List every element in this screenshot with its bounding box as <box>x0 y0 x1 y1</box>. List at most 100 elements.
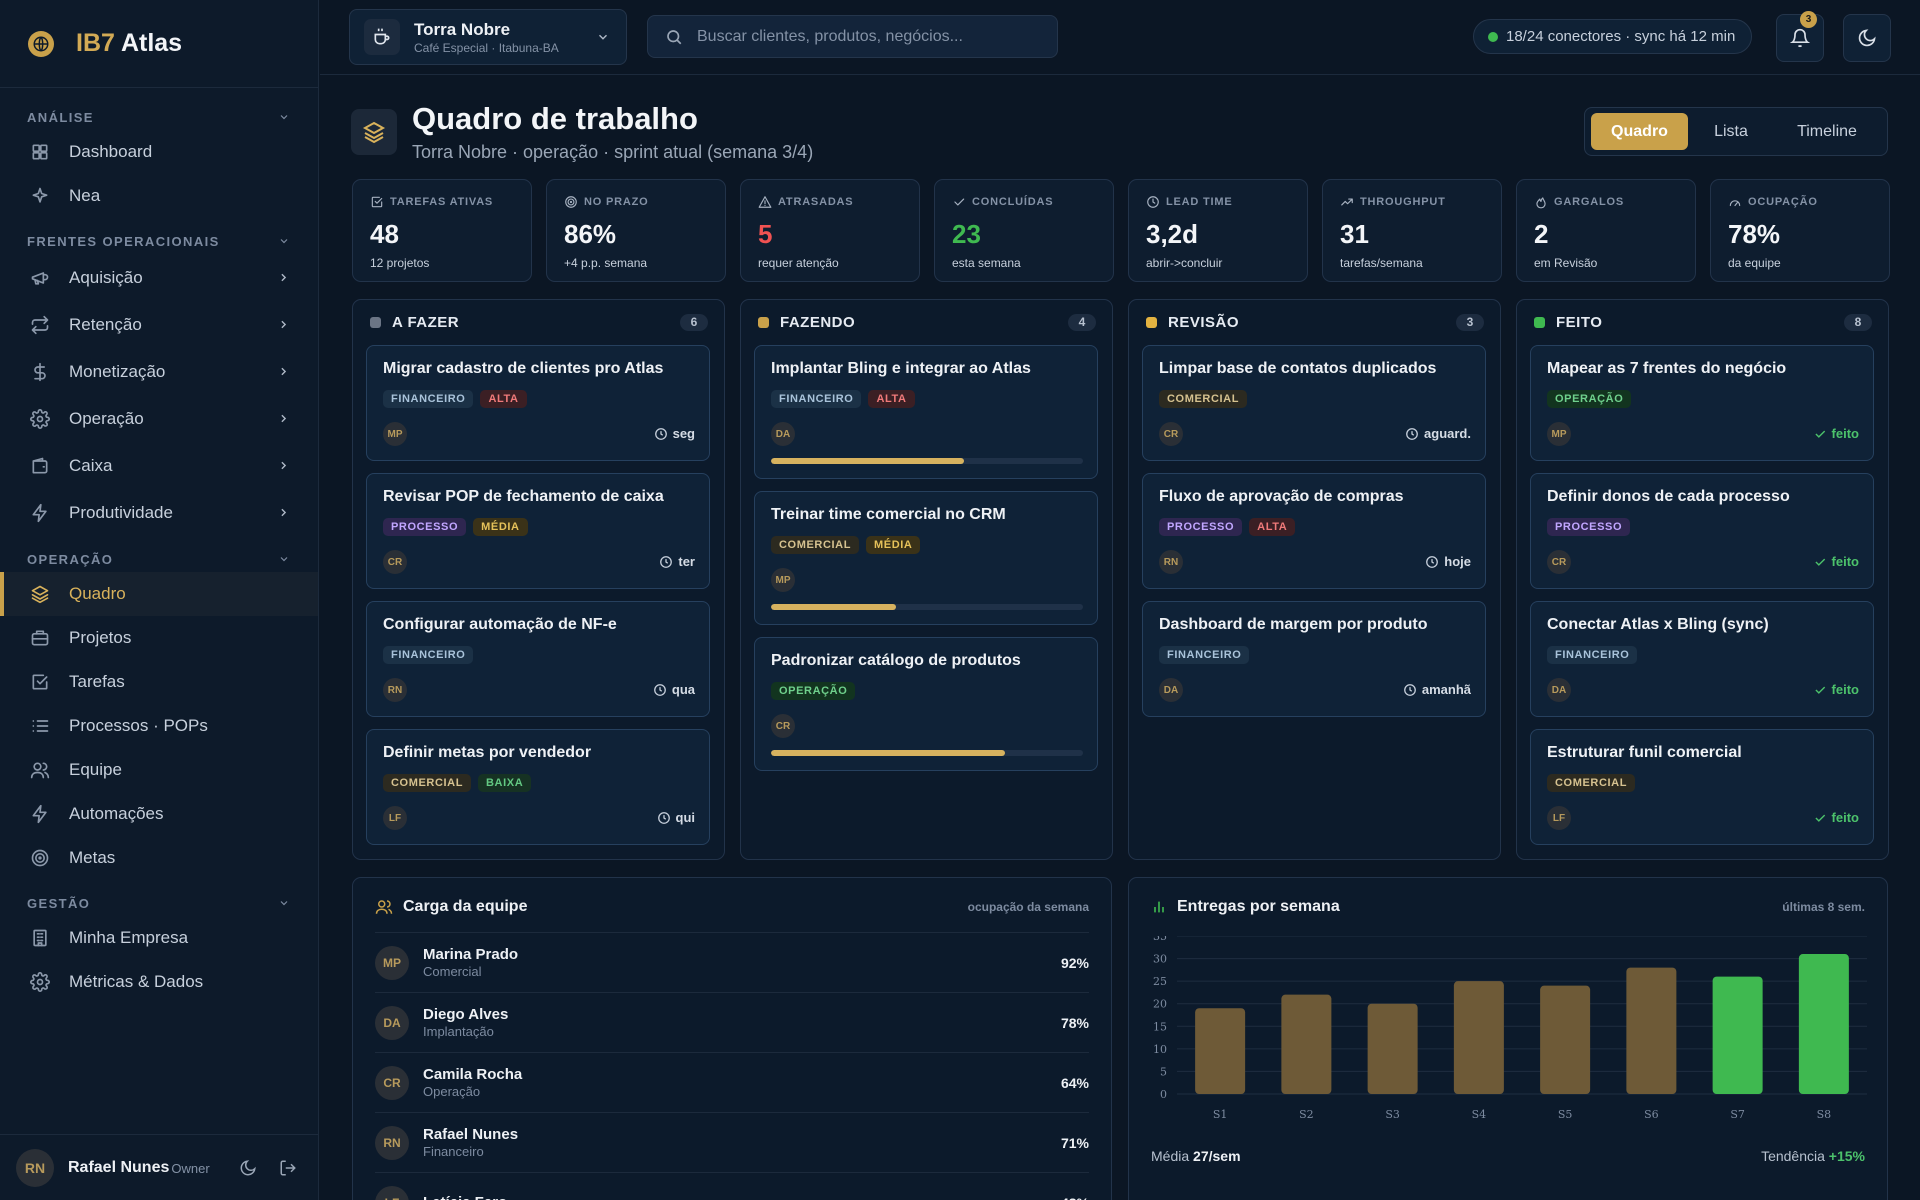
users-icon <box>375 898 403 916</box>
task-card[interactable]: Limpar base de contatos duplicados COMER… <box>1142 345 1486 461</box>
bar-s1[interactable] <box>1195 1008 1246 1094</box>
notifications-button[interactable]: 3 <box>1776 11 1824 62</box>
task-card[interactable]: Treinar time comercial no CRM COMERCIAL M… <box>754 491 1098 625</box>
task-card[interactable]: Conectar Atlas x Bling (sync) FINANCEIRO… <box>1530 601 1874 717</box>
tag-financeiro: FINANCEIRO <box>1547 646 1638 664</box>
task-card[interactable]: Fluxo de aprovação de compras PROCESSO AL… <box>1142 473 1486 589</box>
task-card[interactable]: Configurar automação de NF-e FINANCEIRO … <box>366 601 710 717</box>
kpi-label: ATRASADAS <box>778 196 854 208</box>
kpi-gargalos[interactable]: GARGALOS 2 em Revisão <box>1516 179 1696 282</box>
bar-s4[interactable] <box>1453 981 1504 1094</box>
deliveries-note: últimas 8 sem. <box>1782 900 1865 914</box>
sidebar-item-minha-empresa[interactable]: Minha Empresa <box>0 916 318 960</box>
section-gestao[interactable]: GESTÃO <box>0 890 318 916</box>
chevron-right-icon <box>277 459 290 472</box>
section-frentes-operacionais[interactable]: FRENTES OPERACIONAIS <box>0 228 318 254</box>
sidebar-item-tarefas[interactable]: Tarefas <box>0 660 318 704</box>
task-card[interactable]: Mapear as 7 frentes do negócio OPERAÇÃO … <box>1530 345 1874 461</box>
sidebar-item-operacao[interactable]: Operação <box>0 395 318 442</box>
sidebar-item-automacoes[interactable]: Automações <box>0 792 318 836</box>
column-feito: FEITO 8 Mapear as 7 frentes do negócio O… <box>1516 299 1889 860</box>
task-card[interactable]: Padronizar catálogo de produtos OPERAÇÃO… <box>754 637 1098 771</box>
kpi-label: CONCLUÍDAS <box>972 196 1054 208</box>
avatar[interactable]: RN <box>16 1148 54 1187</box>
moon-icon[interactable] <box>239 1159 257 1177</box>
sidebar-item-nea[interactable]: Nea <box>0 174 318 218</box>
tag-processo: PROCESSO <box>383 518 467 536</box>
deliveries-panel: Entregas por semana últimas 8 sem. 0 5 10 1… <box>1128 877 1888 1200</box>
task-card[interactable]: Definir metas por vendedor COMERCIAL BAIX… <box>366 729 710 845</box>
kpi-ocupacao[interactable]: OCUPAÇÃO 78% da equipe <box>1710 179 1890 282</box>
sidebar-item-equipe[interactable]: Equipe <box>0 748 318 792</box>
search-input[interactable] <box>697 27 1017 46</box>
bar-s8[interactable] <box>1798 954 1849 1094</box>
bar-s7[interactable] <box>1712 976 1763 1094</box>
card-title: Mapear as 7 frentes do negócio <box>1547 360 1787 377</box>
sidebar-item-metas[interactable]: Metas <box>0 836 318 880</box>
avatar: MP <box>383 422 407 446</box>
gear-icon <box>30 408 50 429</box>
workspace-selector[interactable]: Torra Nobre Café Especial · Itabuna-BA <box>349 9 627 65</box>
sidebar-item-caixa[interactable]: Caixa <box>0 442 318 489</box>
bar-s3[interactable] <box>1367 1003 1418 1094</box>
card-title: Limpar base de contatos duplicados <box>1159 360 1437 377</box>
team-member-row[interactable]: RN Rafael Nunes Financeiro 71% <box>375 1112 1089 1172</box>
clock-icon <box>654 427 673 441</box>
kpi-tarefas-ativas[interactable]: TAREFAS ATIVAS 48 12 projetos <box>352 179 532 282</box>
task-card[interactable]: Migrar cadastro de clientes pro Atlas FI… <box>366 345 710 461</box>
section-analise[interactable]: ANÁLISE <box>0 104 318 130</box>
due-date: qua <box>653 682 695 697</box>
sidebar-item-metricas-dados[interactable]: Métricas & Dados <box>0 960 318 1004</box>
task-card[interactable]: Revisar POP de fechamento de caixa PROCE… <box>366 473 710 589</box>
sidebar-item-dashboard[interactable]: Dashboard <box>0 130 318 174</box>
bar-s5[interactable] <box>1540 985 1591 1094</box>
task-card[interactable]: Implantar Bling e integrar ao Atlas FINA… <box>754 345 1098 479</box>
briefcase-icon <box>30 628 50 648</box>
team-member-row[interactable]: LF Letícia Faro 48% <box>375 1172 1089 1200</box>
sidebar-item-processos-pops[interactable]: Processos · POPs <box>0 704 318 748</box>
y-tick-label: 30 <box>1153 953 1167 966</box>
kpi-value: 23 <box>952 219 981 249</box>
clock-icon <box>653 683 672 697</box>
theme-toggle-button[interactable] <box>1843 14 1891 62</box>
kpi-no-prazo[interactable]: NO PRAZO 86% +4 p.p. semana <box>546 179 726 282</box>
tab-timeline[interactable]: Timeline <box>1797 122 1857 140</box>
bar-s2[interactable] <box>1281 994 1332 1094</box>
avatar: DA <box>1159 678 1183 702</box>
bar-s6[interactable] <box>1626 967 1677 1094</box>
sidebar-item-produtividade[interactable]: Produtividade <box>0 489 318 536</box>
task-card[interactable]: Dashboard de margem por produto FINANCEI… <box>1142 601 1486 717</box>
clock-icon <box>657 811 676 825</box>
clock-icon <box>659 555 678 569</box>
kpi-lead-time[interactable]: LEAD TIME 3,2d abrir->concluir <box>1128 179 1308 282</box>
task-card[interactable]: Estruturar funil comercial COMERCIAL LF … <box>1530 729 1874 845</box>
team-member-row[interactable]: CR Camila Rocha Operação 64% <box>375 1052 1089 1112</box>
kpi-atrasadas[interactable]: ATRASADAS 5 requer atenção <box>740 179 920 282</box>
logout-icon[interactable] <box>279 1159 297 1177</box>
section-operacao[interactable]: OPERAÇÃO <box>0 546 318 572</box>
brand[interactable]: IB7 Atlas <box>0 0 318 88</box>
sync-status[interactable]: 18/24 conectores · sync há 12 min <box>1473 19 1753 54</box>
column-a-fazer: A FAZER 6 Migrar cadastro de clientes pr… <box>352 299 725 860</box>
sidebar-item-aquisicao[interactable]: Aquisição <box>0 254 318 301</box>
sidebar-item-monetizacao[interactable]: Monetização <box>0 348 318 395</box>
team-member-row[interactable]: MP Marina Prado Comercial 92% <box>375 932 1089 992</box>
sidebar-item-projetos[interactable]: Projetos <box>0 616 318 660</box>
tab-quadro[interactable]: Quadro <box>1591 113 1688 150</box>
kpi-concluidas[interactable]: CONCLUÍDAS 23 esta semana <box>934 179 1114 282</box>
moon-icon <box>1857 28 1877 48</box>
notification-badge: 3 <box>1800 11 1817 28</box>
sidebar-item-retencao[interactable]: Retenção <box>0 301 318 348</box>
kpi-subtext: requer atenção <box>758 256 839 270</box>
member-role: Financeiro <box>423 1144 484 1159</box>
task-card[interactable]: Definir donos de cada processo PROCESSO … <box>1530 473 1874 589</box>
kpi-throughput[interactable]: THROUGHPUT 31 tarefas/semana <box>1322 179 1502 282</box>
sidebar-item-quadro[interactable]: Quadro <box>0 572 318 616</box>
alert-icon <box>758 195 778 209</box>
repeat-icon <box>30 315 50 335</box>
team-member-row[interactable]: DA Diego Alves Implantação 78% <box>375 992 1089 1052</box>
x-tick-label: S4 <box>1472 1108 1487 1121</box>
check-icon <box>952 195 972 209</box>
tab-lista[interactable]: Lista <box>1714 122 1748 140</box>
column-revisao: REVISÃO 3 Limpar base de contatos duplic… <box>1128 299 1501 860</box>
